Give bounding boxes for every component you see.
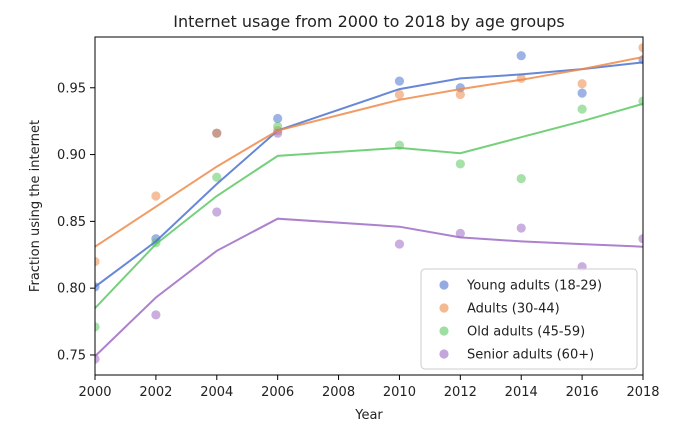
legend-marker [439, 349, 449, 359]
data-point [638, 234, 643, 244]
data-point [394, 76, 405, 86]
y-tick-label: 0.95 [57, 81, 86, 96]
data-point [394, 239, 405, 249]
trend-line [95, 102, 643, 309]
trend-line [95, 61, 643, 288]
legend: Young adults (18-29) Adults (30-44) Old ad… [420, 268, 638, 370]
data-point [151, 310, 161, 320]
x-tick-label: 2002 [139, 385, 172, 400]
data-point [394, 89, 405, 100]
data-point [638, 43, 643, 53]
x-tick-label: 2018 [626, 385, 659, 400]
plot-frame [94, 36, 644, 376]
x-tick-label: 2014 [505, 385, 538, 400]
y-tick-label: 0.90 [57, 148, 86, 163]
chart-title: Internet usage from 2000 to 2018 by age … [173, 12, 564, 31]
data-point [455, 228, 465, 238]
y-axis: 0.75 0.80 0.85 0.90 0.95 [57, 81, 95, 363]
legend-label: Senior adults (60+) [467, 348, 594, 363]
data-point [212, 207, 222, 217]
data-point [95, 354, 100, 364]
data-point [577, 104, 587, 114]
y-axis-title: Fraction using the internet [28, 120, 43, 292]
data-point [95, 256, 100, 267]
data-point [516, 174, 526, 184]
data-point [455, 159, 465, 169]
x-tick-label: 2008 [322, 385, 355, 400]
x-tick-label: 2010 [383, 385, 416, 400]
data-point [151, 191, 161, 201]
x-tick-label: 2004 [200, 385, 233, 400]
data-point [95, 322, 100, 332]
legend-marker [439, 280, 449, 290]
data-point [273, 113, 283, 124]
trend-line [95, 56, 643, 248]
data-point [212, 128, 222, 138]
legend-marker [439, 326, 449, 336]
data-point [516, 223, 526, 233]
legend-marker [439, 303, 449, 313]
x-tick-label: 2012 [444, 385, 477, 400]
trend-line [95, 217, 643, 358]
x-tick-label: 2006 [261, 385, 294, 400]
data-point [455, 89, 465, 100]
x-tick-label: 2016 [566, 385, 599, 400]
data-point [577, 79, 587, 89]
x-axis-title: Year [354, 408, 383, 423]
legend-label: Young adults (18-29) [466, 279, 602, 294]
x-axis: 2000 2002 2004 2006 2008 2010 2012 2014 2016 2018 [78, 375, 660, 400]
legend-box [420, 268, 638, 370]
y-tick-label: 0.85 [57, 215, 86, 230]
data-point [577, 88, 587, 98]
legend-label: Adults (30-44) [467, 302, 560, 317]
data-point [516, 51, 526, 61]
x-tick-label: 2000 [78, 385, 111, 400]
y-tick-label: 0.80 [57, 282, 86, 297]
data-point [212, 172, 222, 182]
plot-area [95, 43, 643, 364]
legend-label: Old adults (45-59) [467, 325, 585, 340]
y-tick-label: 0.75 [57, 348, 86, 363]
